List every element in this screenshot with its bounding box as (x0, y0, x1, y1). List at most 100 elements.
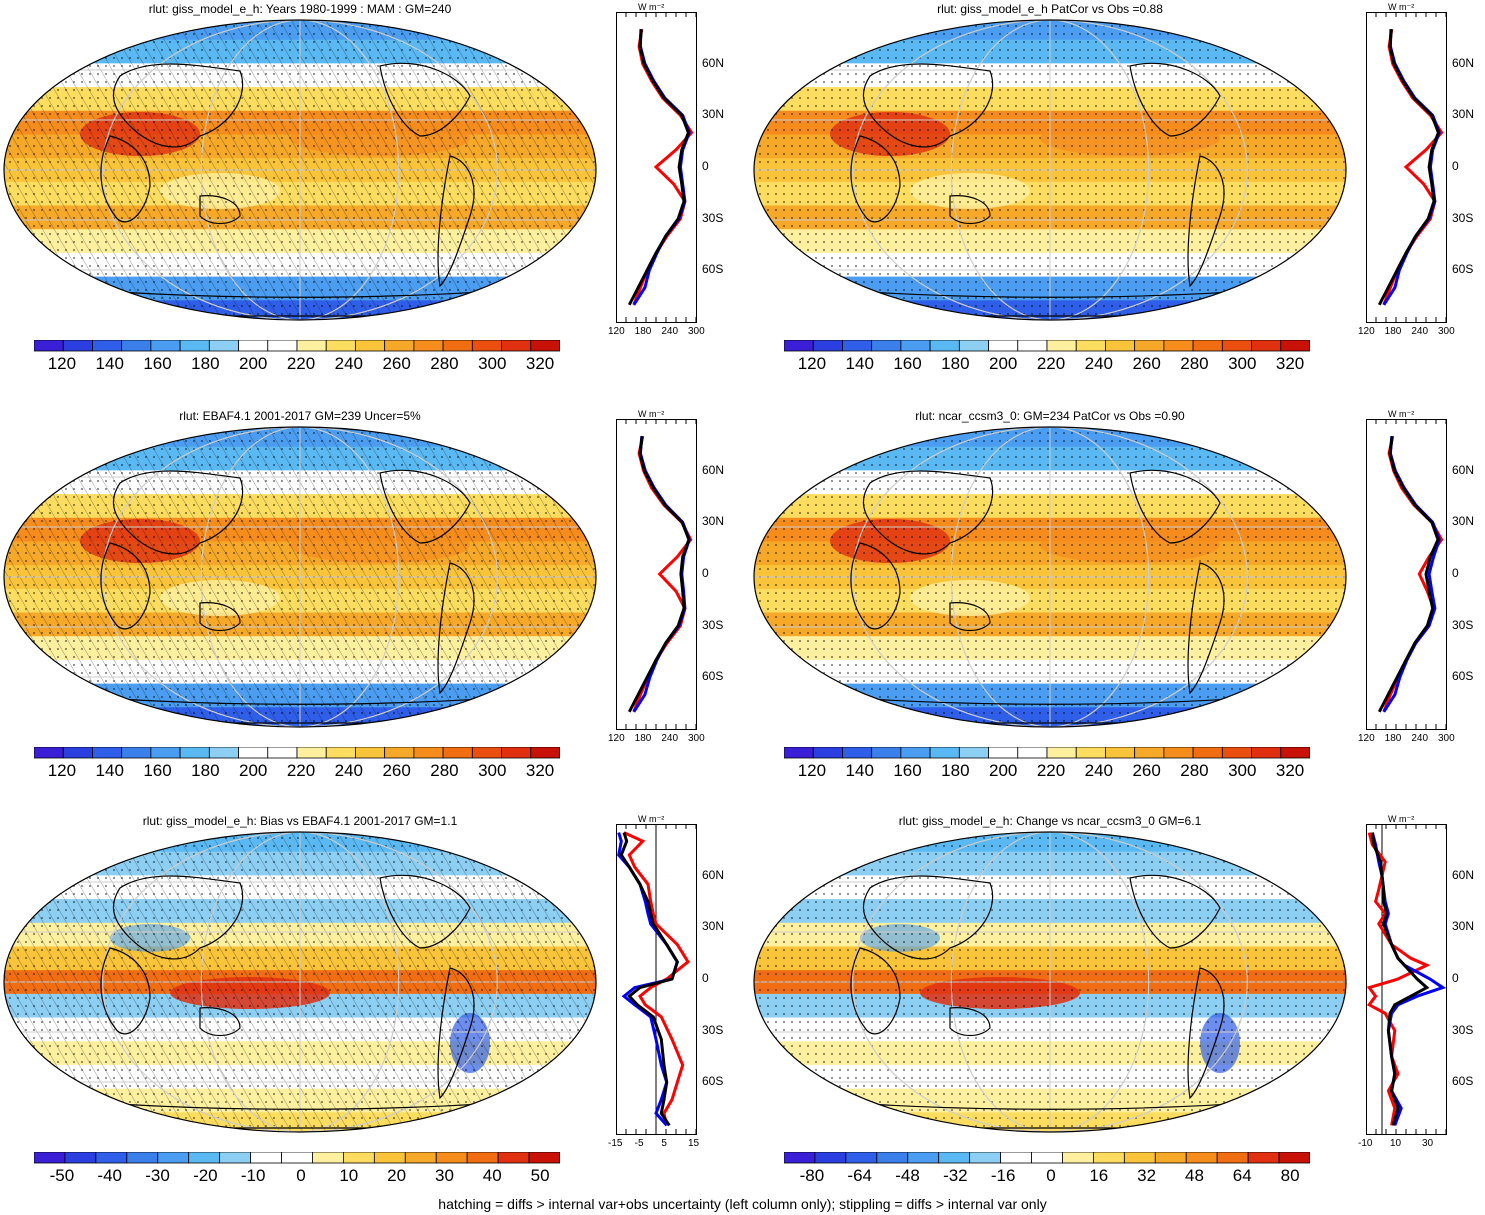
colorbar-swatch (1154, 1152, 1187, 1164)
colorbar-label: 180 (191, 354, 220, 373)
colorbar-label: 20 (387, 1166, 407, 1185)
colorbar-swatch (1075, 747, 1106, 759)
colorbar-swatch (435, 1152, 468, 1164)
colorbar-label: 240 (334, 354, 363, 373)
coastline (379, 62, 471, 137)
colorbar-label: 120 (797, 354, 827, 373)
profile-line (1370, 832, 1430, 1126)
latitude-label: 60S (1452, 1074, 1474, 1089)
coastline (112, 470, 244, 555)
latitude-label: 30S (1452, 210, 1474, 225)
colorbar-swatch (1221, 340, 1252, 352)
coastline (112, 63, 244, 148)
profile-line (632, 29, 691, 306)
profile-tick-label: 180 (1384, 326, 1402, 337)
colorbar-label: 200 (988, 354, 1018, 373)
colorbar-swatch (384, 747, 415, 759)
colorbar-swatch (150, 340, 181, 352)
profile-line (1382, 435, 1444, 713)
panel-title: rlut: giss_model_e_h: Change vs ncar_ccs… (898, 814, 1202, 828)
colorbar-label: 220 (1036, 761, 1066, 780)
colorbar-swatch (355, 340, 386, 352)
colorbar-label: 280 (430, 761, 459, 780)
colorbar-label: 160 (143, 354, 172, 373)
latitude-label: 30N (1452, 107, 1475, 122)
colorbar-swatch (501, 747, 532, 759)
colorbar-label: 240 (1084, 761, 1113, 780)
colorbar-label: 140 (845, 761, 874, 780)
profile-tick-label: 300 (1438, 733, 1455, 744)
colorbar-swatch (413, 340, 444, 352)
latitude-label: 0 (1452, 566, 1459, 580)
graticule-lon (102, 427, 498, 727)
colorbar-swatch (812, 747, 843, 759)
colorbar-label: 30 (434, 1166, 454, 1185)
colorbar-swatch (150, 747, 181, 759)
coastline (379, 874, 471, 949)
colorbar-swatch (238, 340, 269, 352)
profile-line (1382, 29, 1441, 306)
colorbar-swatch (530, 747, 560, 759)
profile-tick-label: 120 (608, 326, 625, 337)
colorbar-label: 200 (238, 761, 268, 780)
coastline (1187, 155, 1225, 288)
colorbar-swatch (929, 340, 960, 352)
profile-tick-label: 120 (1358, 326, 1375, 337)
colorbar-swatch (188, 1152, 221, 1164)
coastline (199, 1007, 241, 1037)
colorbar-swatch (95, 1152, 128, 1164)
coastline (437, 155, 475, 288)
colorbar-swatch (250, 1152, 282, 1164)
profile-tick-label: 120 (608, 733, 625, 744)
coastline (850, 947, 901, 1035)
latitude-label: 60N (1452, 462, 1475, 477)
coastline (379, 469, 471, 544)
colorbar-swatch (355, 747, 386, 759)
colorbar-label: -64 (847, 1166, 872, 1185)
profile-tick-label: -15 (608, 1138, 623, 1149)
latitude-label: 0 (702, 971, 709, 985)
colorbar-swatch (845, 1152, 878, 1164)
colorbar (34, 747, 560, 759)
colorbar-swatch (471, 340, 502, 352)
colorbar-swatch (404, 1152, 437, 1164)
colorbar-swatch (842, 747, 873, 759)
colorbar-label: 32 (1137, 1166, 1157, 1185)
coastline (199, 602, 241, 632)
colorbar-label: 280 (1180, 761, 1209, 780)
zonal-profile (616, 824, 697, 1135)
graticule-lon (950, 832, 1150, 1132)
zonal-profile (616, 12, 697, 323)
zonal-profile (616, 419, 697, 730)
colorbar-swatch (1075, 340, 1106, 352)
colorbar-label: 320 (525, 761, 555, 780)
profile-unit: W m⁻² (1388, 409, 1415, 419)
colorbar-label: -50 (49, 1166, 75, 1185)
coastline (1129, 874, 1221, 949)
colorbar-swatch (929, 747, 960, 759)
colorbar-swatch (219, 1152, 251, 1164)
colorbar-label: 40 (482, 1166, 502, 1185)
colorbar-swatch (1192, 747, 1223, 759)
panel-title: rlut: giss_model_e_h: Years 1980-1999 : … (148, 2, 452, 16)
colorbar-swatch (1163, 340, 1194, 352)
colorbar-label: 120 (47, 354, 77, 373)
colorbar-swatch (530, 340, 560, 352)
graticule-lon (950, 427, 1150, 727)
profile-tick-label: 300 (1438, 326, 1455, 337)
latitude-label: 60N (702, 462, 725, 477)
colorbar-swatch (900, 340, 931, 352)
latitude-label: 60N (702, 867, 725, 882)
colorbar-swatch (842, 340, 873, 352)
colorbar-label: -32 (943, 1166, 968, 1185)
colorbar-swatch (907, 1152, 940, 1164)
latitude-label: 60S (702, 669, 724, 684)
colorbar-swatch (1105, 747, 1136, 759)
colorbar-label: 240 (1084, 354, 1113, 373)
colorbar-label: 160 (893, 354, 922, 373)
map-border (753, 19, 1347, 321)
zonal-profile (1366, 824, 1447, 1135)
graticule-lon (200, 20, 400, 320)
coastline (1129, 62, 1221, 137)
colorbar-label: 48 (1184, 1166, 1204, 1185)
